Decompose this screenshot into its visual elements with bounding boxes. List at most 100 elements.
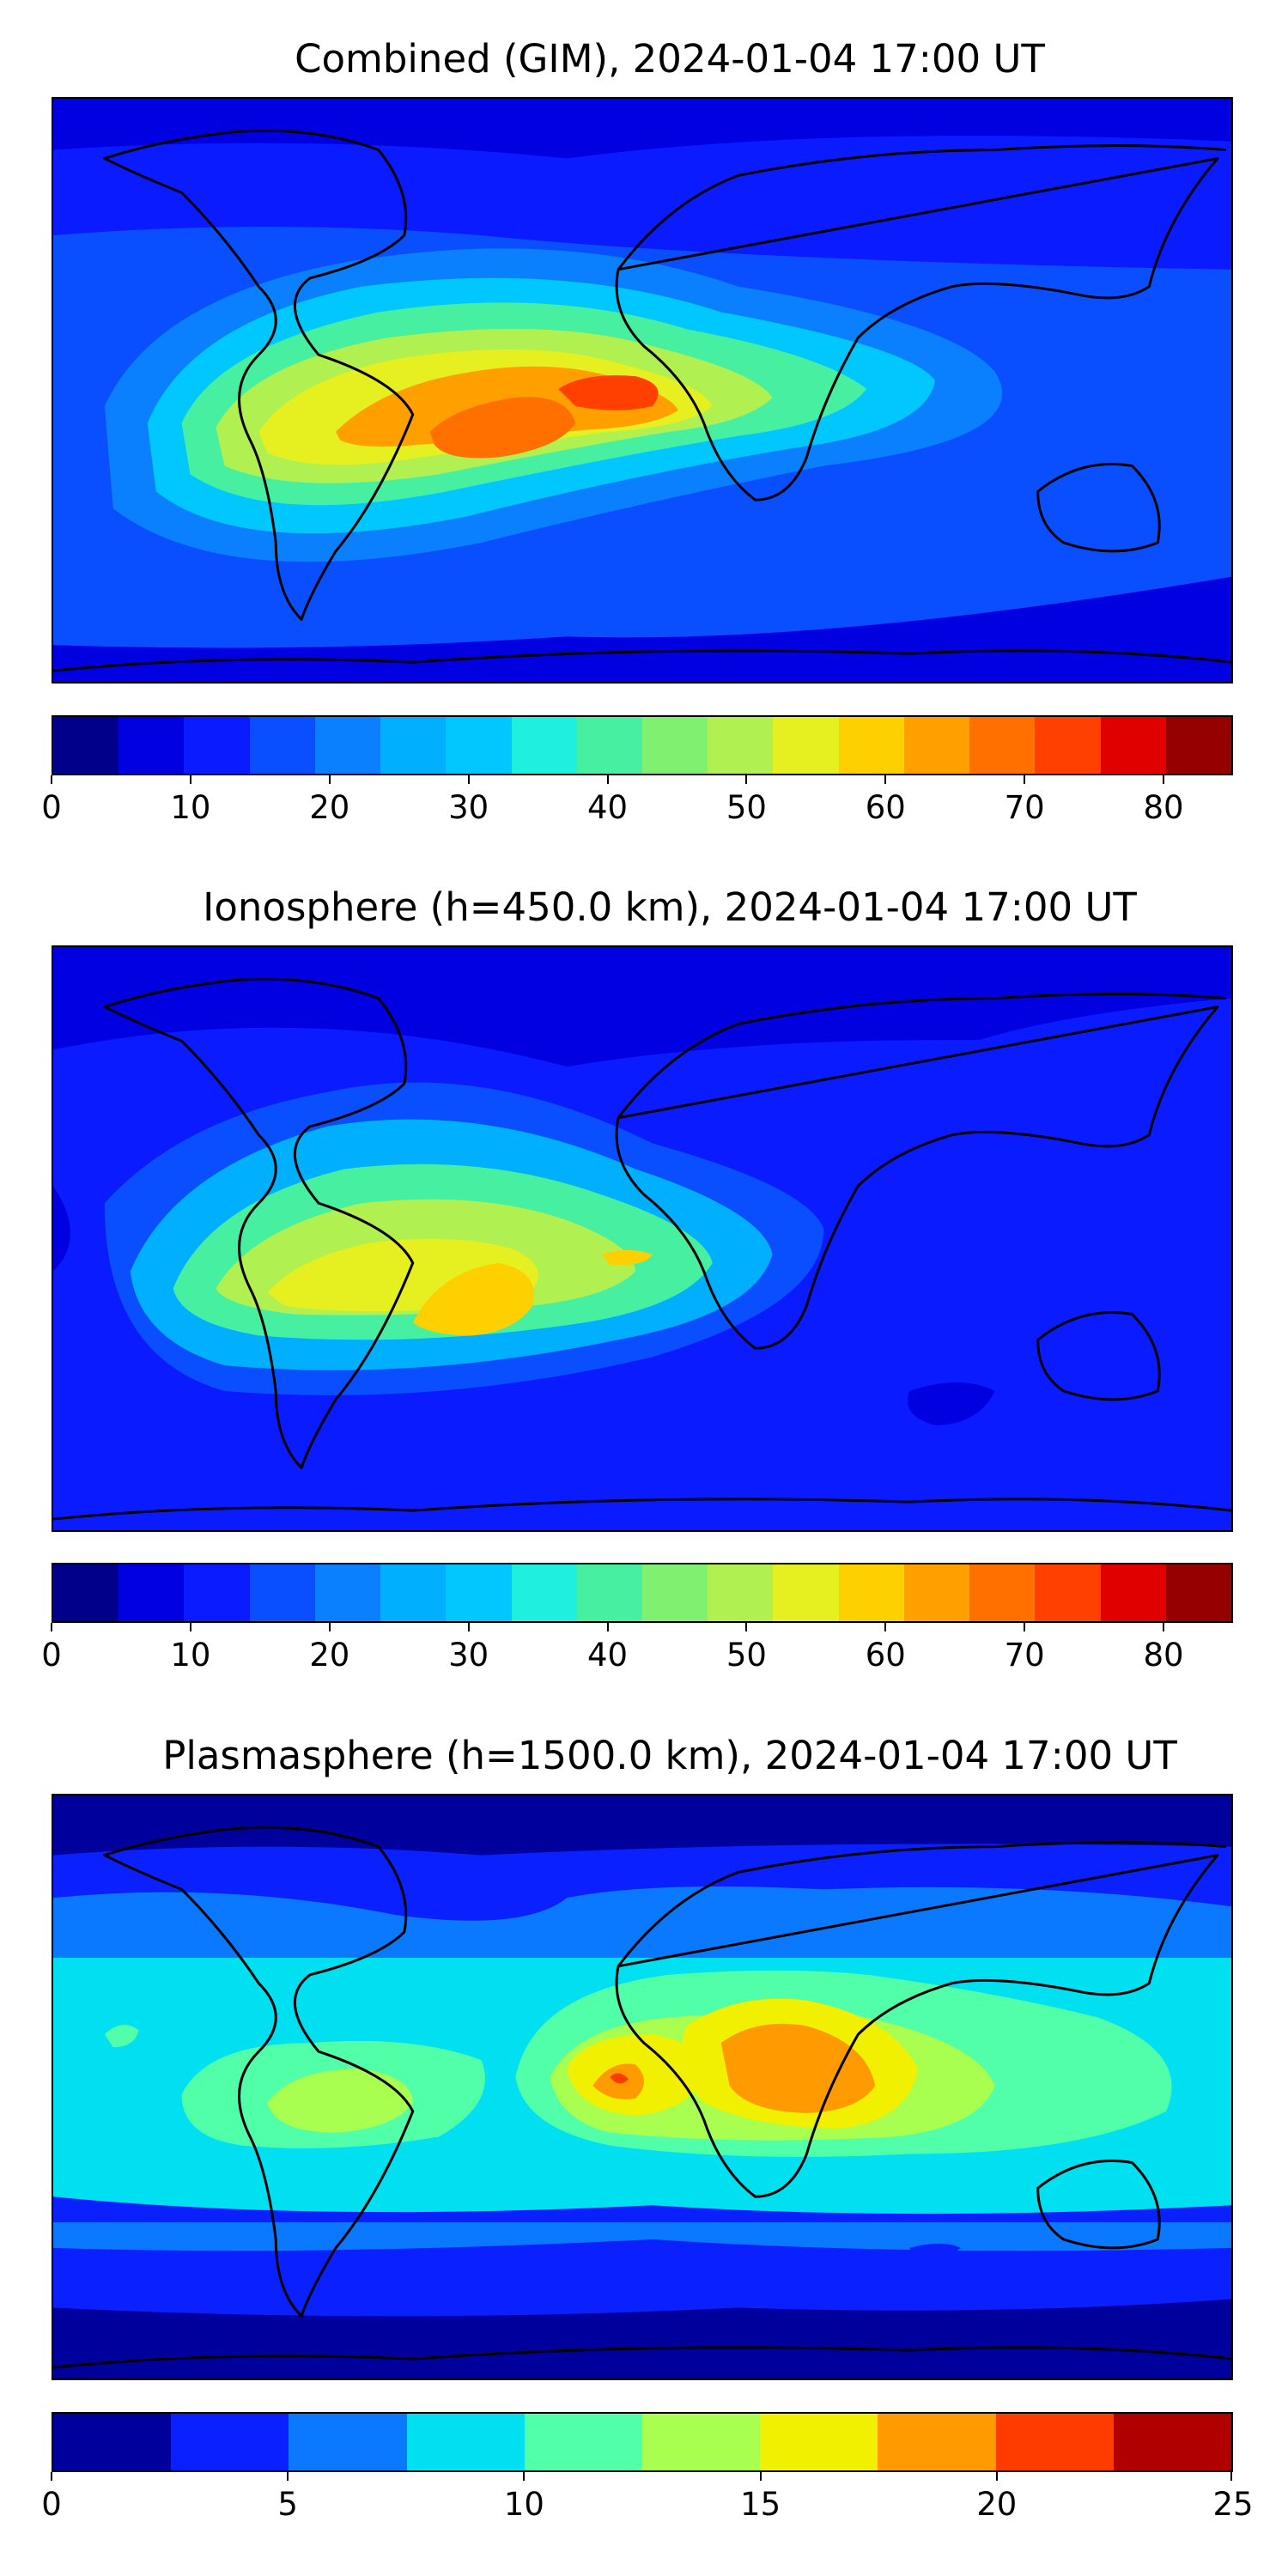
colorbar-segment: [708, 717, 774, 774]
colorbar-segment: [118, 1564, 185, 1621]
colorbar-tick: [745, 1623, 748, 1631]
tec-map-plasmasphere: [53, 1795, 1231, 2379]
colorbar-tick-label: 70: [1004, 1637, 1045, 1674]
colorbar-segment: [406, 2414, 525, 2470]
colorbar-tick: [287, 2472, 289, 2481]
colorbar-tick: [995, 2472, 998, 2481]
colorbar-segment: [1100, 1564, 1166, 1621]
colorbar-segment: [289, 2414, 407, 2470]
colorbar-segment: [760, 2414, 878, 2470]
colorbar-segment: [903, 1564, 970, 1621]
colorbar-tick-label: 10: [170, 1637, 211, 1674]
colorbar-segment: [524, 2414, 643, 2470]
colorbar-segment: [1100, 717, 1166, 774]
colorbar-tick-label: 70: [1004, 789, 1045, 826]
colorbar-tick-label: 10: [503, 2486, 544, 2523]
colorbar-segment: [53, 717, 119, 774]
colorbar-tick: [1024, 1623, 1026, 1631]
colorbar-tick-label: 5: [277, 2486, 298, 2523]
colorbar-segment: [380, 717, 447, 774]
colorbar-tick: [467, 1623, 470, 1631]
colorbar-tick-label: 40: [586, 1637, 629, 1674]
colorbar-segment: [184, 1564, 250, 1621]
colorbar-segment: [995, 2414, 1114, 2470]
colorbar-tick: [328, 775, 331, 784]
colorbar-segment: [641, 1564, 708, 1621]
colorbar-segment: [314, 1564, 381, 1621]
colorbar-tick: [51, 1623, 52, 1631]
colorbar-segment: [838, 1564, 904, 1621]
colorbar-tick: [884, 775, 887, 784]
colorbar-segment: [642, 2414, 761, 2470]
colorbar-tick: [759, 2472, 762, 2481]
colorbar-tick: [1024, 775, 1026, 784]
colorbar-tick-label: 20: [976, 2486, 1018, 2523]
colorbar-segment: [576, 1564, 642, 1621]
colorbar-tick: [51, 2472, 52, 2481]
colorbar-segment: [446, 717, 512, 774]
panel-title-combined: Combined (GIM), 2024-01-04 17:00 UT: [295, 36, 1045, 82]
colorbar-plasmasphere: [52, 2412, 1233, 2472]
map-combined: [52, 97, 1233, 683]
colorbar-ticks-ionosphere: 0 10 20 30 40 50 60 70 80: [41, 1623, 1233, 1674]
colorbar-tick-label: 15: [740, 2486, 781, 2523]
colorbar-tick-label: 80: [1143, 1637, 1184, 1674]
colorbar-tick-label: 60: [865, 1637, 906, 1674]
colorbar-tick-label: 0: [41, 2486, 62, 2523]
colorbar-segment: [53, 2414, 172, 2470]
colorbar-segment: [641, 717, 708, 774]
colorbar-tick-label: 0: [41, 789, 62, 826]
colorbar-segment: [171, 2414, 289, 2470]
colorbar-tick-label: 25: [1212, 2486, 1254, 2523]
colorbar-tick: [1163, 1623, 1165, 1631]
colorbar-segment: [380, 1564, 447, 1621]
colorbar-segment: [511, 717, 577, 774]
colorbar-ticks-combined: 0 10 20 30 40 50 60 70 80: [41, 775, 1233, 827]
colorbar-segment: [184, 717, 250, 774]
colorbar-tick-label: 50: [726, 789, 767, 826]
colorbar-tick-label: 80: [1143, 789, 1184, 826]
colorbar-segment: [903, 717, 970, 774]
colorbar-segment: [969, 717, 1036, 774]
colorbar-segment: [708, 1564, 774, 1621]
colorbar-segment: [249, 1564, 315, 1621]
colorbar-segment: [249, 717, 315, 774]
colorbar-tick-label: 10: [170, 789, 211, 826]
colorbar-tick-label: 20: [309, 1637, 350, 1674]
colorbar-segment: [53, 1564, 119, 1621]
colorbar-ticks-plasmasphere: 0 5 10 15 20 25: [41, 2472, 1254, 2524]
colorbar-segment: [1165, 717, 1231, 774]
map-ionosphere: [52, 945, 1233, 1532]
colorbar-ionosphere: [52, 1563, 1233, 1623]
tec-map-combined: [53, 99, 1231, 682]
colorbar-tick: [606, 1623, 609, 1631]
colorbar-segment: [773, 717, 839, 774]
panel-title-plasmasphere: Plasmasphere (h=1500.0 km), 2024-01-04 1…: [162, 1733, 1177, 1778]
colorbar-tick-label: 50: [726, 1637, 767, 1674]
colorbar-segment: [1165, 1564, 1231, 1621]
colorbar-tick: [1230, 2472, 1232, 2481]
colorbar-tick: [523, 2472, 526, 2481]
colorbar-segment: [1113, 2414, 1232, 2470]
colorbar-segment: [773, 1564, 839, 1621]
colorbar-tick-label: 0: [41, 1637, 62, 1674]
colorbar-segment: [838, 717, 904, 774]
colorbar-segment: [576, 717, 642, 774]
colorbar-tick: [51, 775, 52, 784]
colorbar-tick: [467, 775, 470, 784]
colorbar-segment: [878, 2414, 996, 2470]
colorbar-tick: [884, 1623, 887, 1631]
colorbar-tick: [606, 775, 609, 784]
colorbar-tick: [745, 775, 748, 784]
colorbar-segment: [118, 717, 185, 774]
colorbar-tick: [1163, 775, 1165, 784]
colorbar-tick-label: 60: [865, 789, 906, 826]
colorbar-tick-label: 30: [448, 789, 489, 826]
panel-title-ionosphere: Ionosphere (h=450.0 km), 2024-01-04 17:0…: [203, 884, 1137, 930]
map-plasmasphere: [52, 1794, 1233, 2380]
colorbar-segment: [1035, 1564, 1101, 1621]
colorbar-tick: [189, 1623, 191, 1631]
colorbar-segment: [314, 717, 381, 774]
colorbar-segment: [1035, 717, 1101, 774]
colorbar-tick-label: 40: [586, 789, 629, 826]
